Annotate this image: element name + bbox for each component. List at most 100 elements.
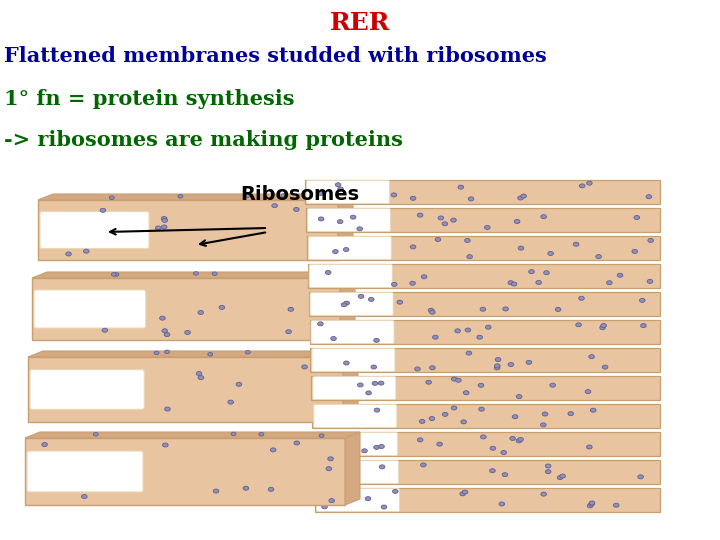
FancyBboxPatch shape [313,376,396,400]
Ellipse shape [272,204,277,208]
Ellipse shape [197,372,202,375]
Ellipse shape [288,307,294,312]
Ellipse shape [359,294,364,298]
Ellipse shape [420,463,426,467]
Ellipse shape [580,184,585,188]
Ellipse shape [451,377,457,381]
Ellipse shape [381,505,387,509]
FancyBboxPatch shape [315,433,397,456]
Ellipse shape [501,450,506,455]
Ellipse shape [112,273,117,276]
Ellipse shape [198,310,204,314]
Ellipse shape [451,406,456,410]
Ellipse shape [502,472,508,477]
Ellipse shape [246,350,251,354]
Ellipse shape [437,442,442,446]
Ellipse shape [231,432,236,436]
FancyBboxPatch shape [314,404,397,428]
Ellipse shape [490,469,495,472]
Ellipse shape [589,501,595,505]
Ellipse shape [587,445,592,449]
Ellipse shape [328,457,333,461]
Ellipse shape [162,329,168,333]
Ellipse shape [194,272,199,275]
Ellipse shape [336,183,341,187]
Ellipse shape [479,407,485,411]
Ellipse shape [467,255,472,259]
Ellipse shape [161,217,167,220]
Ellipse shape [647,279,653,284]
Ellipse shape [94,433,98,436]
Ellipse shape [595,254,601,259]
Ellipse shape [343,361,349,365]
Polygon shape [340,272,355,340]
Ellipse shape [351,215,356,219]
Ellipse shape [541,492,546,496]
Text: 1° fn = protein synthesis: 1° fn = protein synthesis [4,89,294,109]
Polygon shape [307,264,660,288]
Ellipse shape [162,218,168,222]
Polygon shape [338,194,353,260]
Ellipse shape [336,476,341,481]
Ellipse shape [419,420,425,423]
Polygon shape [345,432,360,505]
Ellipse shape [600,326,606,330]
Polygon shape [32,278,340,340]
Ellipse shape [318,217,324,221]
Ellipse shape [613,503,619,507]
FancyBboxPatch shape [315,461,399,483]
Ellipse shape [357,227,362,231]
Ellipse shape [361,449,367,453]
Ellipse shape [329,498,335,503]
Ellipse shape [462,490,468,494]
Ellipse shape [648,239,654,242]
Text: Flattened membranes studded with ribosomes: Flattened membranes studded with ribosom… [4,46,546,66]
Ellipse shape [485,225,490,229]
Ellipse shape [499,502,505,506]
Ellipse shape [410,245,416,249]
Ellipse shape [550,383,555,387]
Ellipse shape [410,197,416,200]
FancyBboxPatch shape [311,321,394,343]
Ellipse shape [510,436,516,441]
Ellipse shape [585,390,591,394]
Ellipse shape [435,238,441,241]
Ellipse shape [372,381,378,386]
Ellipse shape [590,408,596,412]
Ellipse shape [114,273,119,276]
Ellipse shape [341,303,347,307]
Ellipse shape [641,323,647,328]
Ellipse shape [428,308,434,312]
Ellipse shape [185,330,190,334]
Ellipse shape [430,310,435,314]
Ellipse shape [365,497,371,501]
Ellipse shape [325,271,331,274]
FancyBboxPatch shape [307,208,390,232]
FancyBboxPatch shape [30,369,144,409]
Ellipse shape [161,225,167,229]
Ellipse shape [456,378,462,382]
Ellipse shape [165,350,169,354]
Ellipse shape [589,355,595,359]
Polygon shape [25,432,360,438]
Ellipse shape [374,339,379,342]
Ellipse shape [617,273,623,277]
Polygon shape [305,180,660,204]
Ellipse shape [430,366,435,370]
Ellipse shape [516,439,522,443]
FancyBboxPatch shape [308,237,391,260]
Polygon shape [307,236,660,260]
Polygon shape [28,351,358,357]
Polygon shape [343,351,358,422]
Ellipse shape [269,487,274,491]
Ellipse shape [646,195,652,199]
Polygon shape [28,357,343,422]
Ellipse shape [100,208,106,212]
Ellipse shape [333,249,338,254]
Ellipse shape [477,335,482,339]
FancyBboxPatch shape [317,489,400,511]
Ellipse shape [559,474,565,478]
Ellipse shape [466,351,472,355]
Ellipse shape [606,281,612,285]
Ellipse shape [347,468,353,472]
